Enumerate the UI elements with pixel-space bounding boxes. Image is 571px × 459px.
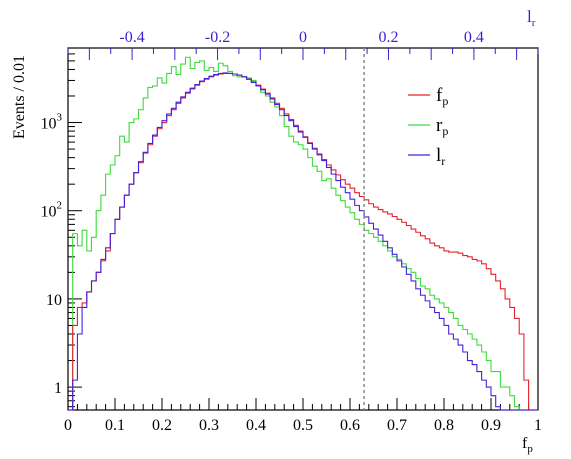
top-tick-label: -0.4 — [119, 29, 144, 46]
x-axis-label-sub: p — [527, 443, 533, 455]
series-f-p-histogram — [68, 72, 538, 411]
series-layer — [68, 56, 538, 411]
y-axis-label: Events / 0.01 — [11, 55, 28, 139]
series-r-p-histogram — [68, 56, 534, 411]
top-axis-label-main: l — [527, 7, 532, 26]
top-axis-label-sub: r — [532, 17, 536, 29]
x-tick-label: 0.5 — [293, 417, 313, 434]
legend-label-l-r: lr — [436, 145, 445, 168]
legend-label-main: f — [436, 85, 443, 106]
x-tick-label: 1 — [534, 417, 542, 434]
top-tick-label: 0.4 — [464, 29, 484, 46]
bottom-axis: 0 0.1 0.2 0.3 0.4 0.5 0.6 0.7 0.8 0.9 1 — [64, 398, 542, 434]
legend-label-main: l — [436, 145, 441, 166]
legend-label-sub: p — [442, 94, 448, 108]
y-tick-label-exponent: 3 — [57, 112, 63, 124]
top-tick-label: -0.2 — [205, 29, 230, 46]
x-tick-label: 0.6 — [340, 417, 360, 434]
y-tick-label-exponent: 2 — [57, 200, 63, 212]
y-tick-label: 102 — [41, 200, 63, 221]
legend-label-f-p: fp — [436, 85, 448, 108]
x-tick-label: 0.8 — [434, 417, 454, 434]
x-tick-label: 0.3 — [199, 417, 219, 434]
x-tick-label: 0.7 — [387, 417, 407, 434]
y-tick-label-base: 10 — [41, 204, 57, 221]
y-tick-label: 103 — [41, 112, 63, 133]
x-tick-label: 0.1 — [105, 417, 125, 434]
y-tick-label: 1 — [54, 380, 62, 397]
y-tick-label: 10 — [46, 292, 62, 309]
series-l-r-histogram — [68, 72, 538, 411]
top-axis-label: lr — [527, 7, 536, 29]
top-tick-label: 0 — [299, 29, 307, 46]
legend-label-r-p: rp — [436, 115, 448, 138]
top-axis: -0.4 -0.2 0 0.2 0.4 — [67, 29, 539, 60]
x-tick-label: 0.4 — [246, 417, 266, 434]
legend-label-sub: p — [442, 124, 448, 138]
y-tick-label-base: 10 — [41, 116, 57, 133]
legend-label-sub: r — [441, 154, 445, 168]
x-axis-label: fp — [522, 435, 533, 455]
y-tick-label-base: 1 — [54, 380, 62, 397]
x-tick-label: 0.9 — [481, 417, 501, 434]
legend-label-main: r — [436, 115, 443, 136]
x-tick-label: 0.2 — [152, 417, 172, 434]
x-axis-label-main: f — [522, 435, 528, 452]
x-tick-label: 0 — [64, 417, 72, 434]
y-tick-label-base: 10 — [46, 292, 62, 309]
top-tick-label: 0.2 — [378, 29, 398, 46]
